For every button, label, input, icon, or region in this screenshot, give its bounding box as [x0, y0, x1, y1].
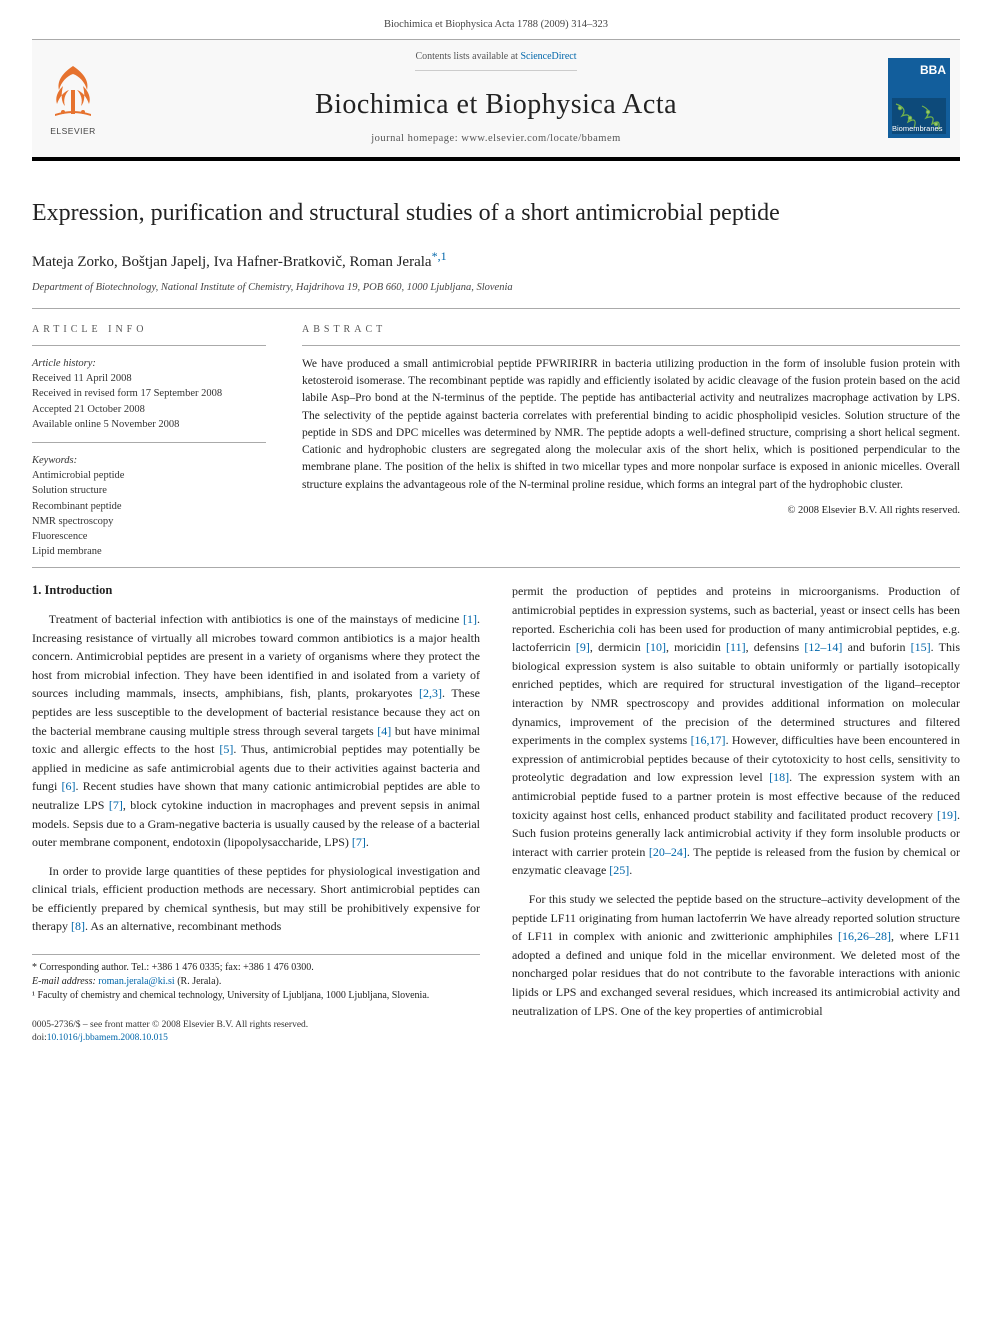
info-rule — [32, 345, 266, 346]
cite-link[interactable]: [4] — [377, 724, 391, 738]
homepage-prefix: journal homepage: — [371, 133, 461, 144]
cite-link[interactable]: [8] — [71, 919, 85, 933]
email-link[interactable]: roman.jerala@ki.si — [98, 976, 174, 987]
cite-link[interactable]: [7] — [352, 835, 366, 849]
keywords-block: Keywords: Antimicrobial peptide Solution… — [32, 453, 266, 560]
cite-link[interactable]: [20–24] — [649, 845, 687, 859]
rule-bottom — [32, 567, 960, 568]
cite-link[interactable]: [15] — [911, 640, 931, 654]
abstract-column: ABSTRACT We have produced a small antimi… — [302, 323, 960, 560]
footnote-email: E-mail address: roman.jerala@ki.si (R. J… — [32, 975, 480, 989]
cover-acronym: BBA — [920, 62, 946, 79]
cite-link[interactable]: [10] — [646, 640, 666, 654]
issn-line: 0005-2736/$ – see front matter © 2008 El… — [32, 1019, 480, 1032]
doi-line: doi:10.1016/j.bbamem.2008.10.015 — [32, 1032, 480, 1045]
elsevier-tree-icon: ELSEVIER — [43, 60, 103, 136]
bottom-matter: 0005-2736/$ – see front matter © 2008 El… — [32, 1019, 480, 1046]
cite-link[interactable]: [7] — [109, 798, 123, 812]
homepage-url[interactable]: www.elsevier.com/locate/bbamem — [461, 133, 621, 144]
corresponding-marker: *,1 — [432, 249, 447, 263]
article-history: Article history: Received 11 April 2008 … — [32, 356, 266, 432]
cite-link[interactable]: [25] — [609, 863, 629, 877]
cite-link[interactable]: [18] — [769, 770, 789, 784]
right-column: permit the production of peptides and pr… — [512, 582, 960, 1045]
journal-citation: Biochimica et Biophysica Acta 1788 (2009… — [32, 18, 960, 33]
rule-top — [32, 308, 960, 309]
article-info-column: ARTICLE INFO Article history: Received 1… — [32, 323, 266, 560]
sciencedirect-link[interactable]: ScienceDirect — [520, 51, 576, 62]
author-list: Mateja Zorko, Boštjan Japelj, Iva Hafner… — [32, 248, 960, 273]
abstract-copyright: © 2008 Elsevier B.V. All rights reserved… — [302, 504, 960, 519]
paragraph-1: Treatment of bacterial infection with an… — [32, 610, 480, 852]
homepage-line: journal homepage: www.elsevier.com/locat… — [114, 132, 878, 147]
cite-link[interactable]: [5] — [219, 742, 233, 756]
elsevier-wordmark: ELSEVIER — [50, 126, 96, 136]
article-title: Expression, purification and structural … — [32, 197, 960, 231]
cover-subject: Biomembranes — [892, 124, 942, 135]
abstract-rule — [302, 345, 960, 346]
contents-prefix: Contents lists available at — [415, 51, 520, 62]
abstract-heading: ABSTRACT — [302, 323, 960, 337]
footnote-affil: ¹ Faculty of chemistry and chemical tech… — [32, 989, 480, 1003]
contents-list-line: Contents lists available at ScienceDirec… — [415, 50, 576, 71]
info-rule2 — [32, 442, 266, 443]
cite-link[interactable]: [1] — [463, 612, 477, 626]
affiliation: Department of Biotechnology, National In… — [32, 281, 960, 296]
section-heading: 1. Introduction — [32, 582, 480, 600]
cite-link[interactable]: [16,26–28] — [838, 929, 891, 943]
author-names: Mateja Zorko, Boštjan Japelj, Iva Hafner… — [32, 254, 432, 270]
article-info-heading: ARTICLE INFO — [32, 323, 266, 337]
cite-link[interactable]: [19] — [937, 808, 957, 822]
abstract-text: We have produced a small antimicrobial p… — [302, 356, 960, 494]
elsevier-logo: ELSEVIER — [32, 40, 114, 157]
paragraph-4: For this study we selected the peptide b… — [512, 890, 960, 1020]
cite-link[interactable]: [12–14] — [804, 640, 842, 654]
left-column: 1. Introduction Treatment of bacterial i… — [32, 582, 480, 1045]
cite-link[interactable]: [9] — [576, 640, 590, 654]
journal-masthead: ELSEVIER Contents lists available at Sci… — [32, 39, 960, 161]
footnotes: * Corresponding author. Tel.: +386 1 476… — [32, 954, 480, 1003]
cite-link[interactable]: [6] — [62, 779, 76, 793]
journal-title: Biochimica et Biophysica Acta — [114, 85, 878, 124]
journal-cover: BBA Biomembranes — [878, 40, 960, 157]
footnote-corresponding: * Corresponding author. Tel.: +386 1 476… — [32, 961, 480, 975]
cite-link[interactable]: [16,17] — [691, 733, 726, 747]
paragraph-2: In order to provide large quantities of … — [32, 862, 480, 936]
two-column-body: 1. Introduction Treatment of bacterial i… — [32, 582, 960, 1045]
cite-link[interactable]: [2,3] — [419, 686, 442, 700]
doi-link[interactable]: 10.1016/j.bbamem.2008.10.015 — [47, 1033, 168, 1043]
cite-link[interactable]: [11] — [726, 640, 746, 654]
paragraph-3: permit the production of peptides and pr… — [512, 582, 960, 880]
